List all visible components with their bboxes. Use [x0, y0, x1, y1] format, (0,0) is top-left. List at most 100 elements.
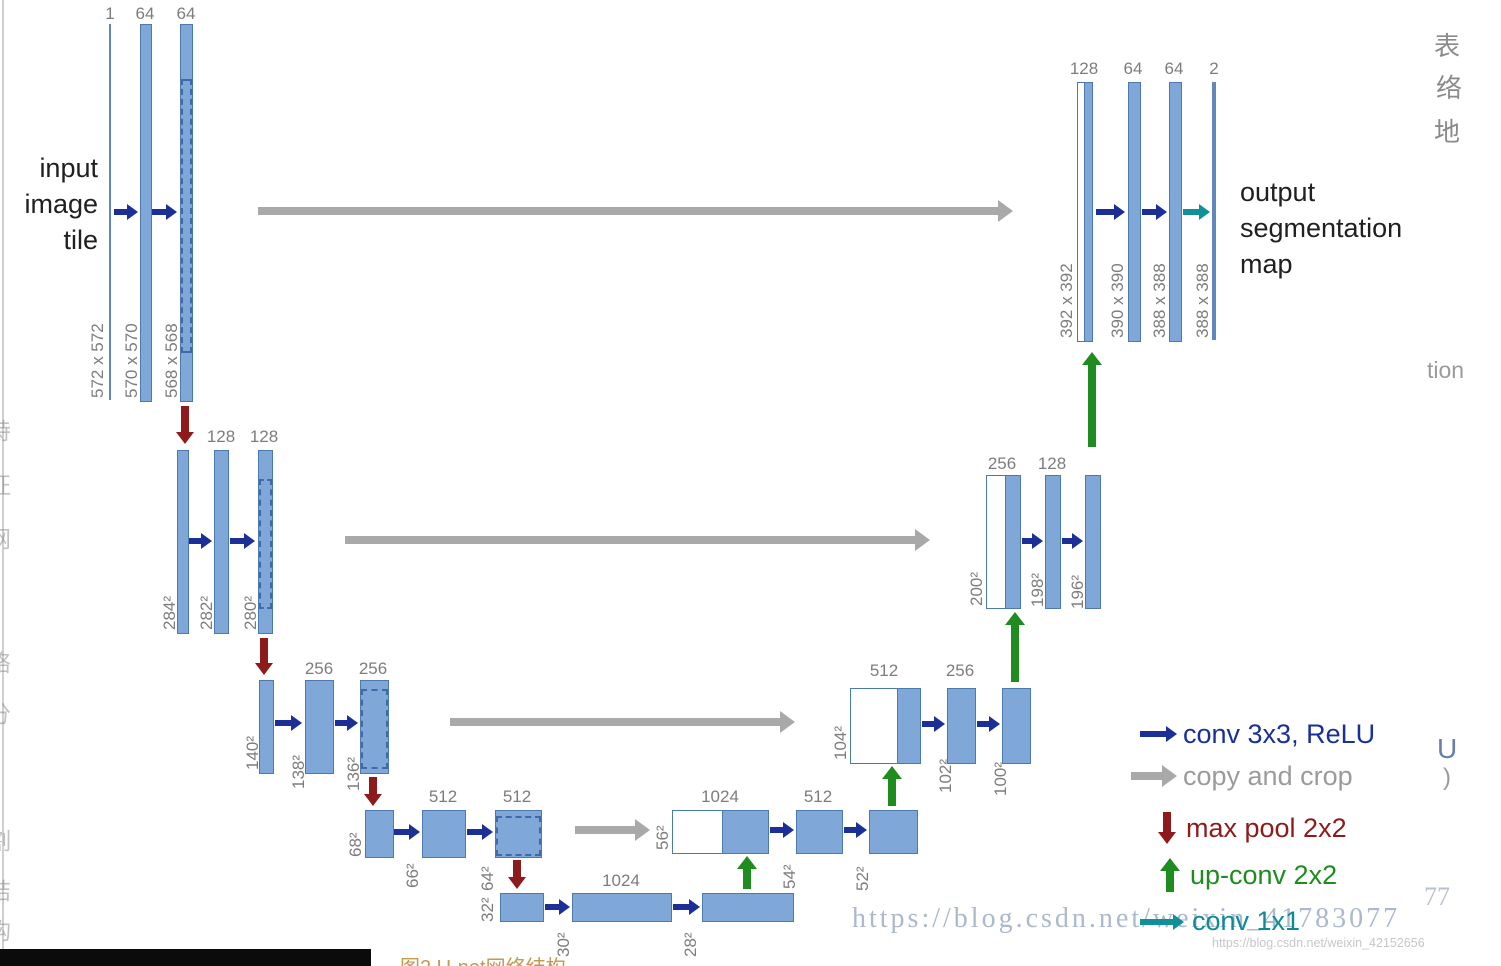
legend-max-pool-label: max pool 2x2 [1186, 813, 1347, 843]
conv-arrow [335, 715, 358, 731]
copy-crop-arrow [450, 711, 795, 733]
input-channel-line [109, 24, 111, 400]
right-edge-fragment: 77 [1424, 882, 1450, 911]
channel-label: 512 [428, 787, 458, 806]
left-edge-fragment: 网 [0, 520, 11, 554]
feature-map-bar [140, 24, 152, 402]
figure-caption: 图2 U-net网络结构 [400, 951, 566, 966]
feature-map-bar [177, 450, 189, 634]
feature-map-bar [259, 680, 274, 774]
size-label: 100² [991, 761, 1010, 796]
feature-map-bar [947, 688, 976, 764]
conv-arrow [1142, 204, 1167, 220]
conv-arrow [189, 533, 212, 549]
conv-arrow [770, 822, 794, 838]
conv-arrow [1022, 533, 1043, 549]
size-label: 136² [344, 756, 363, 791]
size-label: 28² [681, 932, 700, 957]
output-channels-bar [1212, 82, 1216, 340]
conv-arrow [844, 822, 867, 838]
input-image-tile-label: input image tile [24, 153, 98, 255]
crop-outline [181, 79, 192, 353]
feature-map-bar [495, 810, 542, 858]
channel-label: 512 [803, 787, 833, 806]
feature-map-bar [722, 810, 769, 854]
crop-outline [259, 479, 272, 609]
channel-label: 64 [135, 4, 155, 23]
right-edge-fragment: U [1437, 733, 1458, 764]
size-label: 568 x 568 [162, 323, 181, 398]
copy-crop-arrow [258, 200, 1013, 222]
conv-arrow [545, 899, 570, 915]
conv-arrow [922, 716, 945, 732]
max-pool-arrow [176, 406, 194, 444]
conv-arrow [230, 533, 255, 549]
channel-label: 128 [249, 427, 279, 446]
channel-label: 256 [358, 659, 388, 678]
channel-label: 512 [869, 661, 899, 680]
left-edge-fragment: 分 [0, 695, 11, 729]
right-edge-fragment: 表 [1434, 31, 1461, 61]
size-label: 572 x 572 [88, 323, 107, 398]
size-label: 196² [1068, 574, 1087, 609]
left-edge-fragment: 络 [0, 644, 11, 678]
feature-map-bar [180, 24, 193, 402]
max-pool-arrow [364, 777, 382, 806]
size-label: 68² [346, 832, 365, 857]
crop-outline [496, 816, 541, 856]
left-edge-fragment: 征 [0, 466, 11, 500]
channel-label: 1024 [701, 787, 739, 806]
conv-arrow [394, 824, 420, 840]
up-conv-arrow [882, 766, 902, 806]
conv-arrow [977, 716, 1000, 732]
feature-map-bar [1084, 82, 1093, 342]
size-label: 390 x 390 [1108, 263, 1127, 338]
feature-map-bar [360, 680, 389, 774]
conv-arrow [1096, 204, 1125, 220]
feature-map-bar [214, 450, 229, 634]
conv-arrow [1062, 533, 1083, 549]
size-label: 392 x 392 [1057, 263, 1076, 338]
conv1x1-arrow [1183, 204, 1210, 220]
feature-map-bar [1002, 688, 1031, 764]
legend-up-conv-label: up-conv 2x2 [1190, 860, 1338, 890]
feature-map-bar [305, 680, 334, 774]
size-label: 570 x 570 [122, 323, 141, 398]
watermark-small: https://blog.csdn.net/weixin_42152656 [1212, 936, 1425, 950]
feature-map-bar [365, 810, 394, 858]
feature-map-bar [1169, 82, 1182, 342]
channel-label: 64 [176, 4, 196, 23]
size-label: 64² [478, 866, 497, 891]
size-label: 32² [478, 897, 497, 922]
copy-crop-arrow [575, 819, 650, 841]
legend-copy-crop-label: copy and crop [1183, 761, 1353, 791]
feature-map-bar [702, 893, 794, 922]
output-segmentation-map-label: output segmentation map [1240, 177, 1403, 279]
crop-outline [361, 689, 388, 769]
feature-map-bar [1005, 475, 1021, 609]
up-conv-output-box [850, 688, 899, 764]
up-conv-arrow [1005, 612, 1025, 682]
size-label: 388 x 388 [1150, 263, 1169, 338]
channel-label: 64 [1123, 59, 1143, 78]
conv-arrow [152, 204, 177, 220]
left-edge-line [2, 0, 4, 949]
copy-crop-arrow [345, 529, 930, 551]
channel-label: 1 [105, 4, 115, 23]
legend-max-pool-arrow-icon [1158, 812, 1176, 844]
size-label: 138² [289, 754, 308, 789]
feature-map-bar [500, 893, 544, 922]
right-edge-fragment: 络 [1436, 73, 1463, 103]
size-label: 282² [197, 595, 216, 630]
channel-label: 1024 [602, 871, 640, 890]
size-label: 66² [403, 863, 422, 888]
up-conv-arrow [737, 856, 757, 889]
legend-up-conv-arrow-icon [1160, 858, 1180, 892]
size-label: 284² [160, 595, 179, 630]
channel-label: 64 [1164, 59, 1184, 78]
size-label: 56² [653, 825, 672, 850]
feature-map-bar [258, 450, 273, 634]
size-label: 198² [1028, 572, 1047, 607]
max-pool-arrow [255, 638, 273, 675]
